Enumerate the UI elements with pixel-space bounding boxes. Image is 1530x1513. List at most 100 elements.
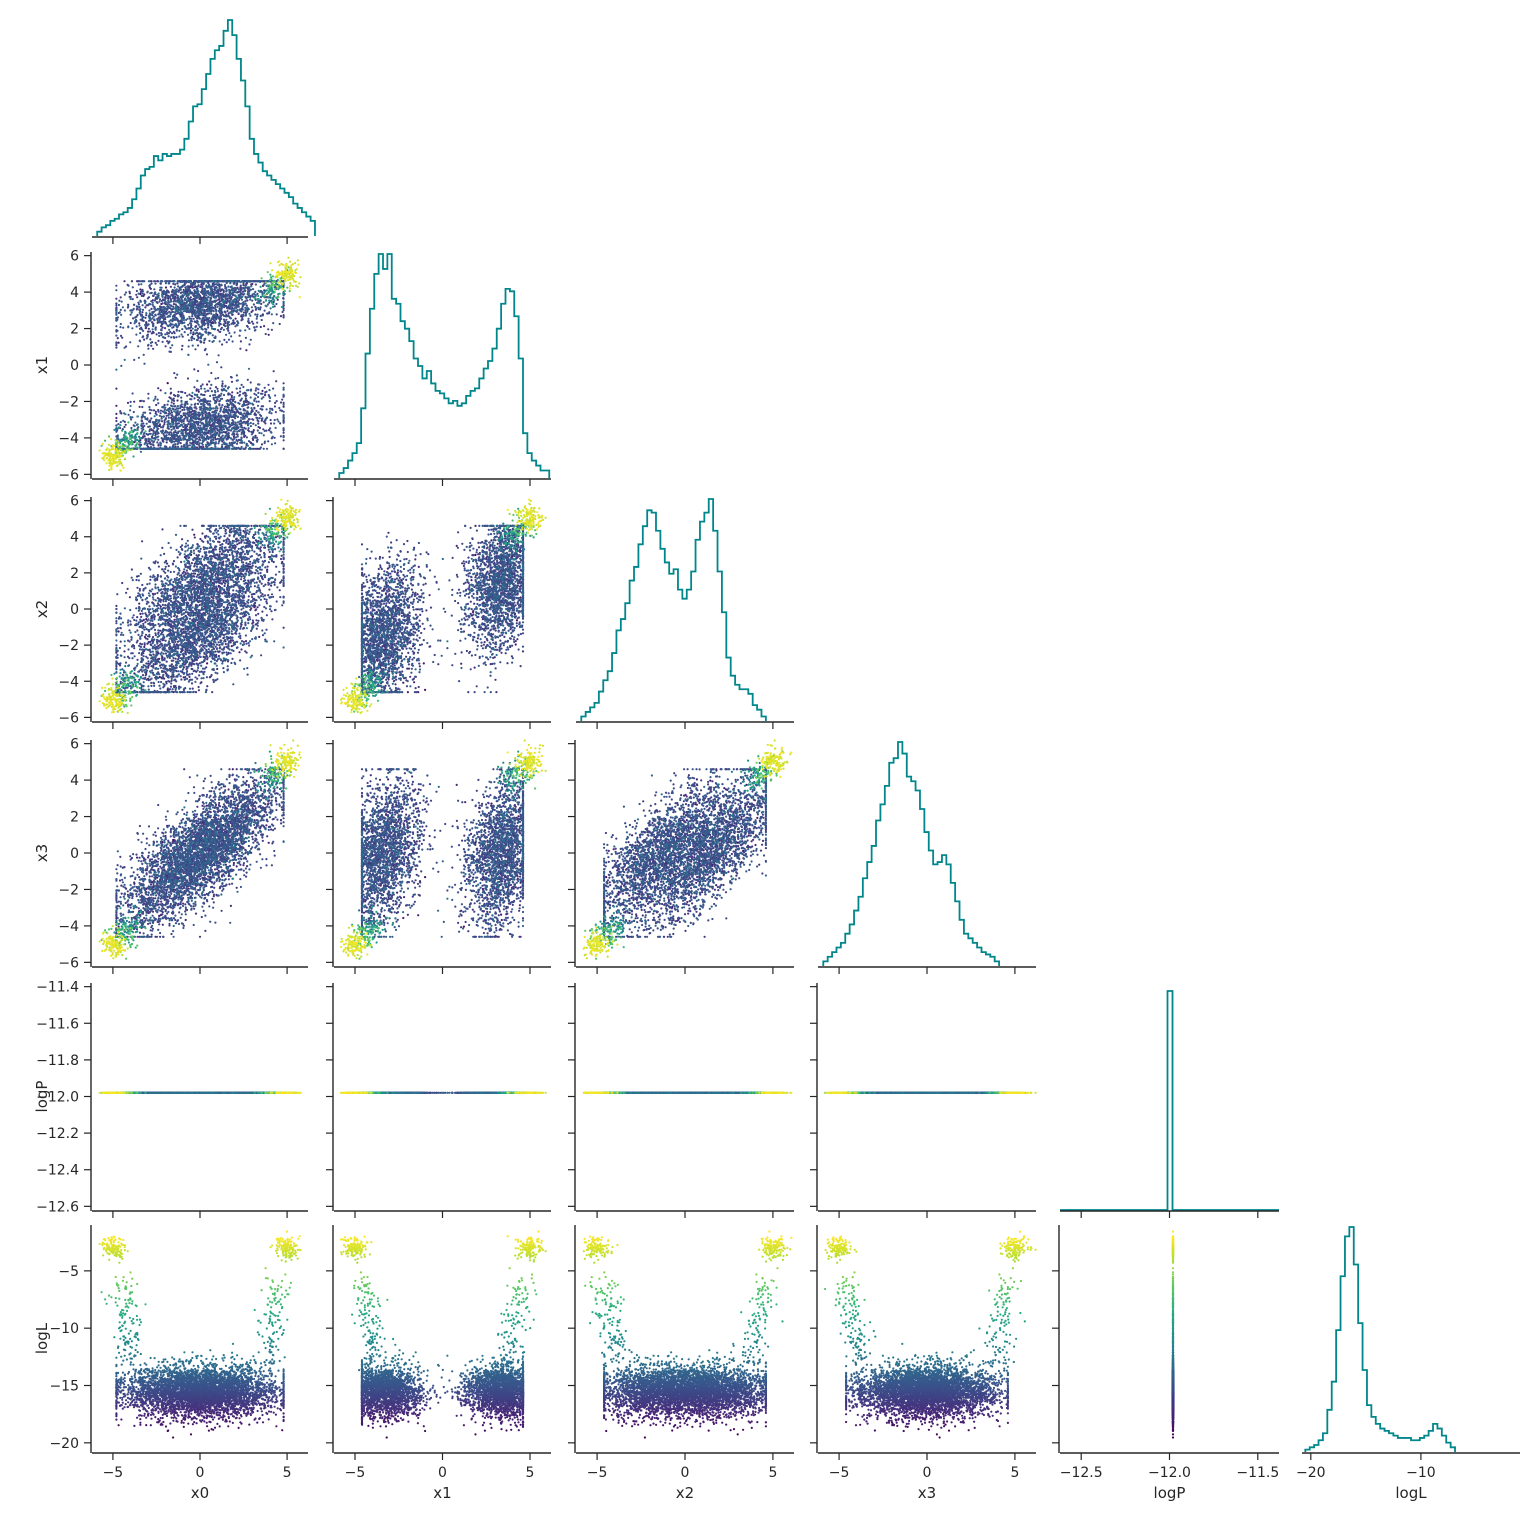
scatter-point xyxy=(132,317,134,319)
scatter-point xyxy=(147,331,149,333)
scatter-point xyxy=(160,389,162,391)
scatter-point xyxy=(143,400,145,402)
scatter-point xyxy=(175,377,177,379)
scatter-point xyxy=(147,393,149,395)
scatter-point xyxy=(217,329,219,331)
scatter-point xyxy=(128,291,130,293)
scatter-point xyxy=(193,397,195,399)
scatter-point xyxy=(117,337,119,339)
scatter-point xyxy=(242,282,244,284)
scatter-point xyxy=(133,401,135,403)
scatter-point xyxy=(168,396,170,398)
scatter-point xyxy=(270,419,272,421)
scatter-point xyxy=(245,349,247,351)
scatter-point xyxy=(215,386,217,388)
scatter-x0-vs-x1 xyxy=(99,257,302,472)
scatter-point xyxy=(141,311,143,313)
scatter-point xyxy=(261,390,263,392)
scatter-point xyxy=(255,448,257,450)
scatter-point xyxy=(212,322,214,324)
scatter-point xyxy=(181,445,183,447)
scatter-point xyxy=(197,403,199,405)
scatter-point xyxy=(175,336,177,338)
scatter-point xyxy=(233,436,235,438)
scatter-point xyxy=(283,382,285,384)
scatter-point xyxy=(164,421,166,423)
scatter-point xyxy=(196,388,198,390)
scatter-point xyxy=(157,340,159,342)
scatter-point xyxy=(261,443,263,445)
scatter-point xyxy=(241,384,243,386)
scatter-point xyxy=(201,297,203,299)
scatter-point xyxy=(206,383,208,385)
scatter-point xyxy=(149,338,151,340)
scatter-point xyxy=(115,413,117,415)
scatter-point xyxy=(149,412,151,414)
scatter-point xyxy=(216,388,218,390)
scatter-point xyxy=(161,420,163,422)
scatter-point xyxy=(115,405,117,407)
scatter-point xyxy=(115,420,117,422)
scatter-point xyxy=(173,403,175,405)
scatter-point xyxy=(187,377,189,379)
scatter-point xyxy=(207,326,209,328)
scatter-point xyxy=(181,345,183,347)
scatter-point xyxy=(146,433,148,435)
scatter-point xyxy=(166,441,168,443)
scatter-point xyxy=(198,298,200,300)
scatter-point xyxy=(252,323,254,325)
scatter-point xyxy=(183,289,185,291)
scatter-point xyxy=(165,345,167,347)
scatter-point xyxy=(231,381,233,383)
scatter-point xyxy=(148,328,150,330)
histogram-step-line xyxy=(97,20,315,236)
scatter-point xyxy=(130,322,132,324)
scatter-point xyxy=(267,328,269,330)
scatter-point xyxy=(219,290,221,292)
scatter-point xyxy=(118,342,120,344)
scatter-point xyxy=(245,392,247,394)
scatter-point xyxy=(263,325,265,327)
scatter-point xyxy=(170,286,172,288)
scatter-point xyxy=(115,298,117,300)
scatter-point xyxy=(167,382,169,384)
scatter-point xyxy=(192,333,194,335)
scatter-point xyxy=(170,392,172,394)
scatter-point xyxy=(240,340,242,342)
scatter-point xyxy=(150,345,152,347)
scatter-point xyxy=(145,326,147,328)
scatter-point xyxy=(153,409,155,411)
scatter-point xyxy=(115,388,117,390)
scatter-point xyxy=(193,286,195,288)
scatter-point xyxy=(136,305,138,307)
scatter-point xyxy=(275,380,277,382)
scatter-point xyxy=(190,330,192,332)
scatter-point xyxy=(115,417,117,419)
scatter-point xyxy=(198,436,200,438)
scatter-point xyxy=(152,348,154,350)
scatter-point xyxy=(172,311,174,313)
scatter-point xyxy=(280,401,282,403)
scatter-point xyxy=(270,422,272,424)
scatter-point xyxy=(267,384,269,386)
scatter-point xyxy=(256,293,258,295)
scatter-point xyxy=(115,307,117,309)
scatter-point xyxy=(132,298,134,300)
scatter-point xyxy=(127,402,129,404)
scatter-point xyxy=(214,400,216,402)
scatter-point xyxy=(150,417,152,419)
scatter-point xyxy=(120,296,122,298)
scatter-point xyxy=(274,402,276,404)
scatter-point xyxy=(208,380,210,382)
scatter-point xyxy=(257,422,259,424)
scatter-point xyxy=(138,283,140,285)
scatter-point xyxy=(231,396,233,398)
scatter-point xyxy=(254,435,256,437)
scatter-point xyxy=(174,283,176,285)
scatter-point xyxy=(283,432,285,434)
scatter-point xyxy=(182,336,184,338)
scatter-point xyxy=(250,311,252,313)
scatter-point xyxy=(162,302,164,304)
scatter-point xyxy=(252,423,254,425)
scatter-point xyxy=(125,424,127,426)
